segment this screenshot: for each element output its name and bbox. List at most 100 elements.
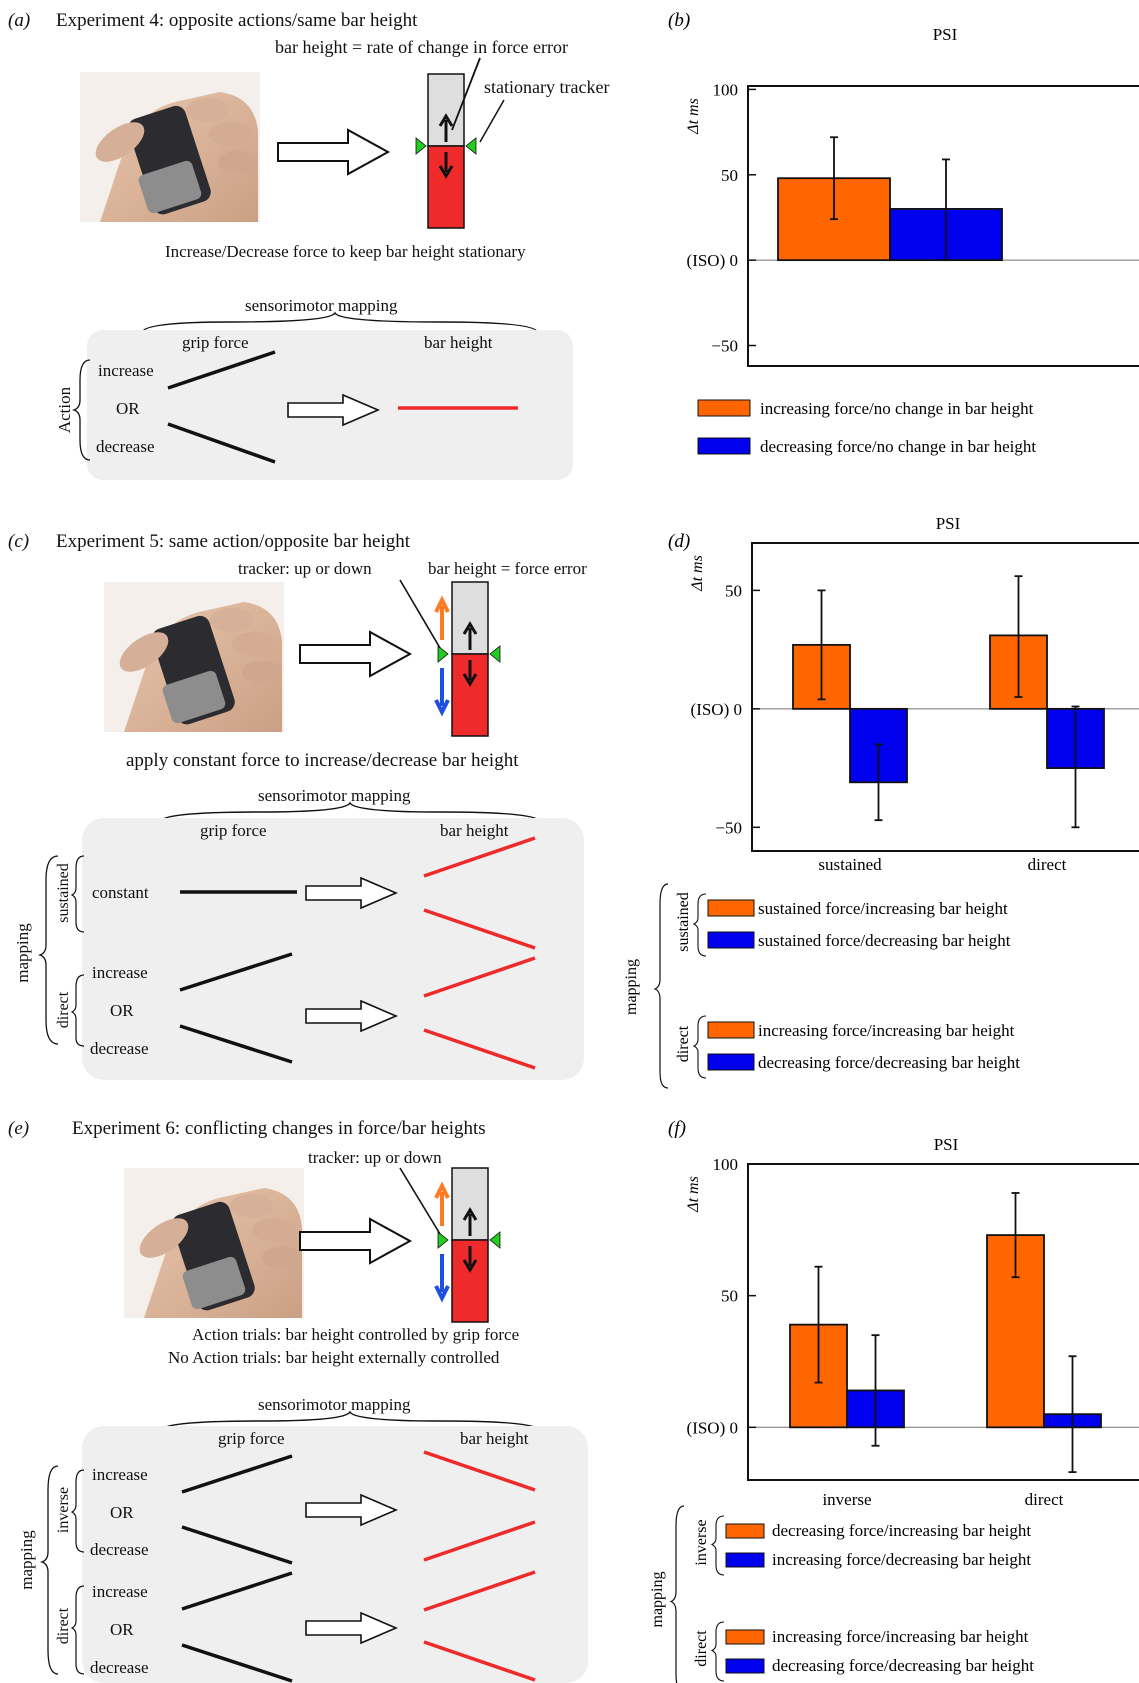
legend-group-brace: [710, 1515, 725, 1576]
inverse-brace: [70, 1469, 85, 1553]
sustained-brace: [70, 855, 85, 933]
group-direct: direct: [55, 991, 72, 1028]
x-category-label: inverse: [822, 1490, 871, 1509]
legend-label: decreasing force/no change in bar height: [760, 437, 1036, 456]
arrow-down-icon: [438, 152, 454, 179]
legend-swatch: [725, 1658, 765, 1674]
bar-increase-line: [423, 1570, 536, 1612]
mapping-box: [82, 818, 584, 1080]
mapping-brace: [159, 801, 541, 823]
outer-group-mapping: mapping: [17, 1530, 36, 1590]
group-inverse: inverse: [55, 1487, 72, 1533]
y-tick-label: 50: [721, 166, 738, 185]
tracker-label: tracker: up or down: [238, 559, 372, 578]
arrow-icon: [299, 1218, 411, 1264]
tracker-left-icon: [437, 1231, 449, 1249]
row-or: OR: [110, 1620, 134, 1639]
decrease-line: [181, 1643, 293, 1683]
increase-line: [167, 350, 276, 390]
tracker-right-icon: [489, 645, 501, 663]
arrow-icon: [299, 631, 411, 677]
legend-swatch: [707, 931, 755, 949]
legend-label: decreasing force/increasing bar height: [772, 1521, 1031, 1540]
orange-up-arrow-icon: [434, 1181, 450, 1226]
outer-brace: [39, 1465, 59, 1675]
panel-e-caption-1: Action trials: bar height controlled by …: [192, 1325, 519, 1344]
panel-a: (a) Experiment 4: opposite actions/same …: [8, 10, 609, 480]
y-tick-label: 50: [721, 1287, 738, 1306]
row-constant: constant: [92, 883, 149, 902]
mapping-title: sensorimotor mapping: [258, 1395, 411, 1414]
arrow-down-icon: [462, 660, 478, 687]
arrow-up-icon: [438, 113, 454, 142]
blue-down-arrow-icon: [434, 1254, 450, 1303]
row-group-action: Action: [55, 386, 74, 433]
pointer-line: [479, 99, 505, 143]
legend-outer-group: mapping: [623, 959, 640, 1015]
row-increase: increase: [98, 361, 154, 380]
panel-e-title: Experiment 6: conflicting changes in for…: [72, 1118, 486, 1139]
arrow-up-icon: [462, 621, 478, 650]
panel-a-title: Experiment 4: opposite actions/same bar …: [56, 10, 418, 31]
row-decrease: decrease: [90, 1540, 149, 1559]
chart-b: (b) PSI Δt ms 100 50 (ISO) 0 −50 increasing for…: [668, 10, 1139, 456]
orange-up-arrow-icon: [434, 595, 450, 640]
panel-letter: (d): [668, 531, 690, 552]
arrow-icon: [277, 129, 389, 175]
decrease-line: [181, 1525, 293, 1565]
legend-label: sustained force/decreasing bar height: [758, 931, 1011, 950]
hand-grip-image: [80, 72, 260, 222]
y-tick-label: (ISO) 0: [691, 700, 742, 719]
panel-c-title: Experiment 5: same action/opposite bar h…: [56, 531, 411, 552]
panel-letter-a: (a): [8, 10, 30, 31]
bar-display: [399, 1167, 501, 1323]
legend-label: increasing force/no change in bar height: [760, 399, 1034, 418]
blue-down-arrow-icon: [434, 668, 450, 717]
group-direct: direct: [55, 1607, 72, 1644]
legend-swatch: [725, 1552, 765, 1568]
legend-swatch: [707, 1021, 755, 1039]
x-category-label: direct: [1025, 1490, 1064, 1509]
decrease-line: [167, 422, 276, 464]
bar-height-label: bar height = force error: [428, 559, 587, 578]
bar-increase-line: [423, 836, 536, 878]
chart-title: PSI: [936, 514, 961, 533]
panel-letter: (f): [668, 1118, 686, 1139]
bar-decrease-line: [423, 1450, 536, 1492]
legend-outer-group: mapping: [649, 1572, 666, 1628]
y-tick-label: (ISO) 0: [687, 1418, 738, 1437]
legend-group-brace: [710, 1621, 725, 1682]
chart-title: PSI: [933, 25, 958, 44]
tracker-label: stationary tracker: [484, 77, 609, 97]
bar-decrease-line: [423, 1640, 536, 1682]
hand-grip-image: [124, 1168, 304, 1318]
bar-increase-line: [423, 1520, 536, 1562]
direct-brace: [70, 1585, 85, 1675]
legend-group-label: inverse: [693, 1519, 710, 1565]
mapping-title: sensorimotor mapping: [258, 786, 411, 805]
bar-increase-line: [423, 956, 536, 998]
row-increase: increase: [92, 963, 148, 982]
mapping-box: [82, 1426, 588, 1683]
panel-c-caption: apply constant force to increase/decreas…: [126, 750, 519, 771]
col-grip-force: grip force: [200, 821, 267, 840]
tracker-left-icon: [437, 645, 449, 663]
panel-a-caption: Increase/Decrease force to keep bar heig…: [165, 242, 526, 261]
chart-d: (d) PSI Δt ms 50 (ISO) 0 −50 sustained direct ma…: [623, 514, 1139, 1089]
panel-letter-c: (c): [8, 531, 29, 552]
mapping-brace: [141, 311, 539, 334]
legend-swatch: [725, 1523, 765, 1539]
y-tick-label: (ISO) 0: [687, 251, 738, 270]
col-grip-force: grip force: [182, 333, 249, 352]
legend-label: decreasing force/decreasing bar height: [772, 1656, 1034, 1675]
y-axis-label: Δt ms: [685, 1176, 702, 1213]
group-sustained: sustained: [55, 863, 72, 923]
direct-brace: [70, 974, 85, 1047]
bar-decrease-line: [423, 908, 536, 950]
y-axis-label: Δt ms: [685, 98, 702, 135]
row-increase: increase: [92, 1582, 148, 1601]
increase-line: [181, 1454, 293, 1494]
row-decrease: decrease: [90, 1039, 149, 1058]
legend-swatch: [707, 1053, 755, 1071]
